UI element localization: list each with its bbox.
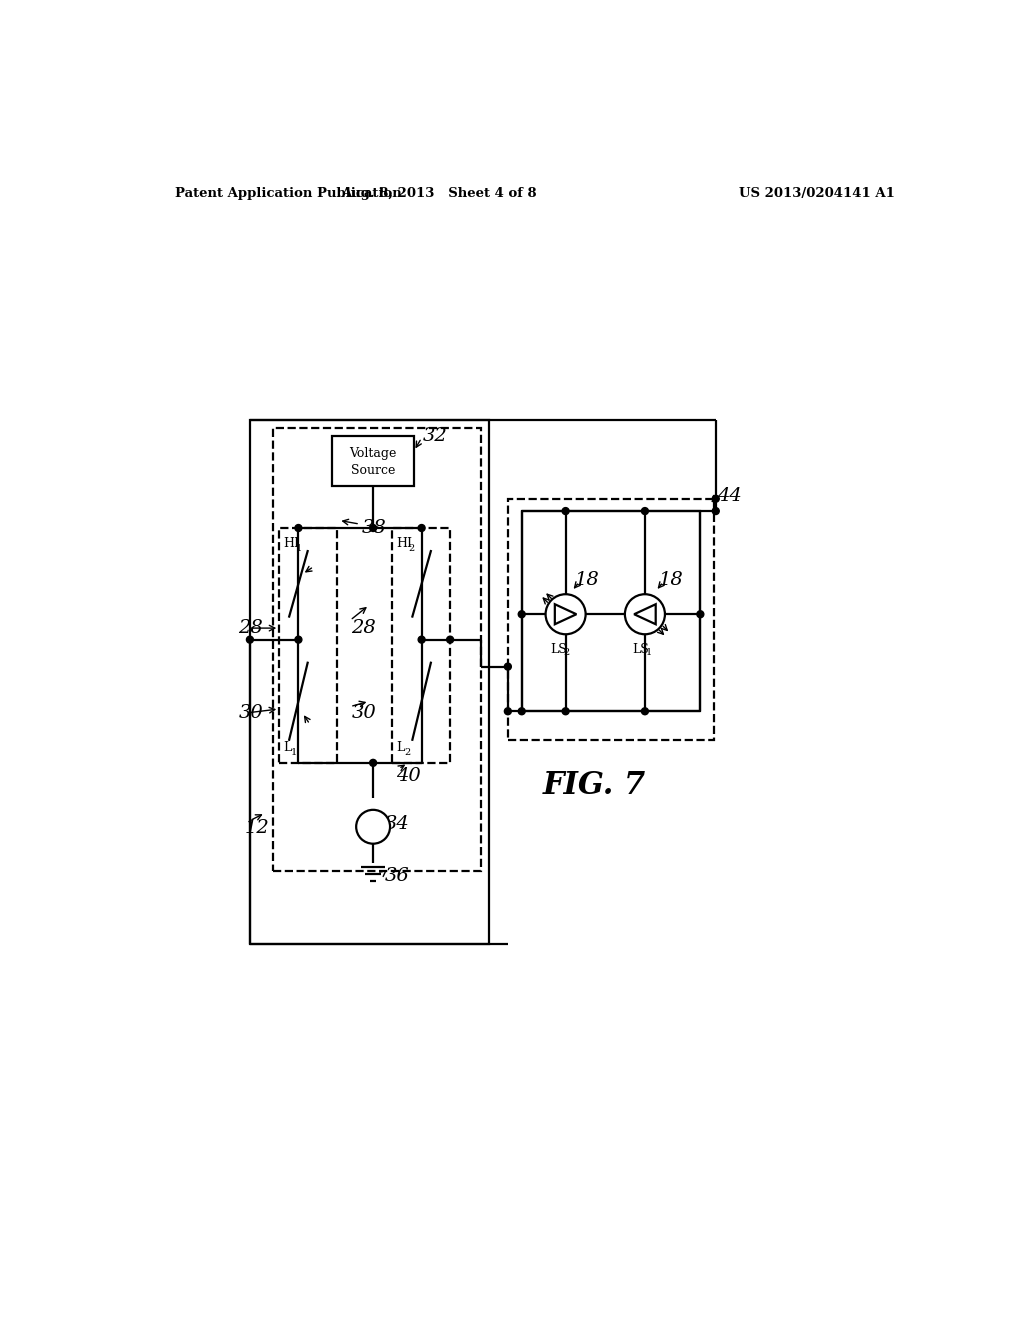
Circle shape	[370, 524, 377, 532]
Text: 30: 30	[239, 704, 263, 722]
Text: US 2013/0204141 A1: US 2013/0204141 A1	[739, 187, 895, 199]
Text: 2: 2	[403, 748, 411, 758]
Circle shape	[641, 708, 648, 714]
Circle shape	[713, 508, 719, 515]
Circle shape	[562, 708, 569, 714]
Circle shape	[518, 708, 525, 714]
Text: 28: 28	[239, 619, 263, 638]
Text: Source: Source	[351, 463, 395, 477]
Text: 32: 32	[423, 426, 447, 445]
Circle shape	[697, 611, 703, 618]
Text: FIG. 7: FIG. 7	[543, 771, 646, 801]
Text: 40: 40	[396, 767, 421, 785]
Circle shape	[562, 508, 569, 515]
Circle shape	[418, 636, 425, 643]
Circle shape	[713, 495, 719, 502]
Text: 34: 34	[385, 816, 410, 833]
Text: 2: 2	[409, 544, 415, 553]
Text: 44: 44	[717, 487, 742, 504]
Circle shape	[505, 708, 511, 714]
Text: L: L	[396, 741, 404, 754]
Text: 12: 12	[245, 820, 269, 837]
Text: 1: 1	[291, 748, 297, 758]
Circle shape	[247, 636, 253, 643]
Text: Patent Application Publication: Patent Application Publication	[175, 187, 402, 199]
Text: 30: 30	[351, 704, 376, 722]
Text: 2: 2	[563, 648, 569, 657]
Text: HI: HI	[396, 537, 413, 550]
Text: 18: 18	[574, 570, 600, 589]
Text: L: L	[283, 741, 291, 754]
Text: Voltage: Voltage	[349, 446, 396, 459]
Text: 1: 1	[295, 544, 302, 553]
Circle shape	[356, 810, 390, 843]
Text: LS: LS	[550, 643, 567, 656]
Text: 28: 28	[351, 619, 376, 638]
Circle shape	[295, 636, 302, 643]
FancyBboxPatch shape	[333, 436, 414, 486]
Text: Aug. 8, 2013   Sheet 4 of 8: Aug. 8, 2013 Sheet 4 of 8	[341, 187, 537, 199]
Circle shape	[446, 636, 454, 643]
Circle shape	[641, 508, 648, 515]
Circle shape	[505, 663, 511, 671]
Circle shape	[518, 611, 525, 618]
Text: 1: 1	[646, 648, 652, 657]
Circle shape	[370, 759, 377, 767]
Text: HI: HI	[283, 537, 299, 550]
Circle shape	[295, 524, 302, 532]
Circle shape	[546, 594, 586, 635]
Text: 38: 38	[361, 519, 386, 537]
Text: 18: 18	[658, 570, 684, 589]
Circle shape	[418, 524, 425, 532]
Text: 36: 36	[385, 867, 410, 884]
Text: LS: LS	[633, 643, 649, 656]
Circle shape	[625, 594, 665, 635]
